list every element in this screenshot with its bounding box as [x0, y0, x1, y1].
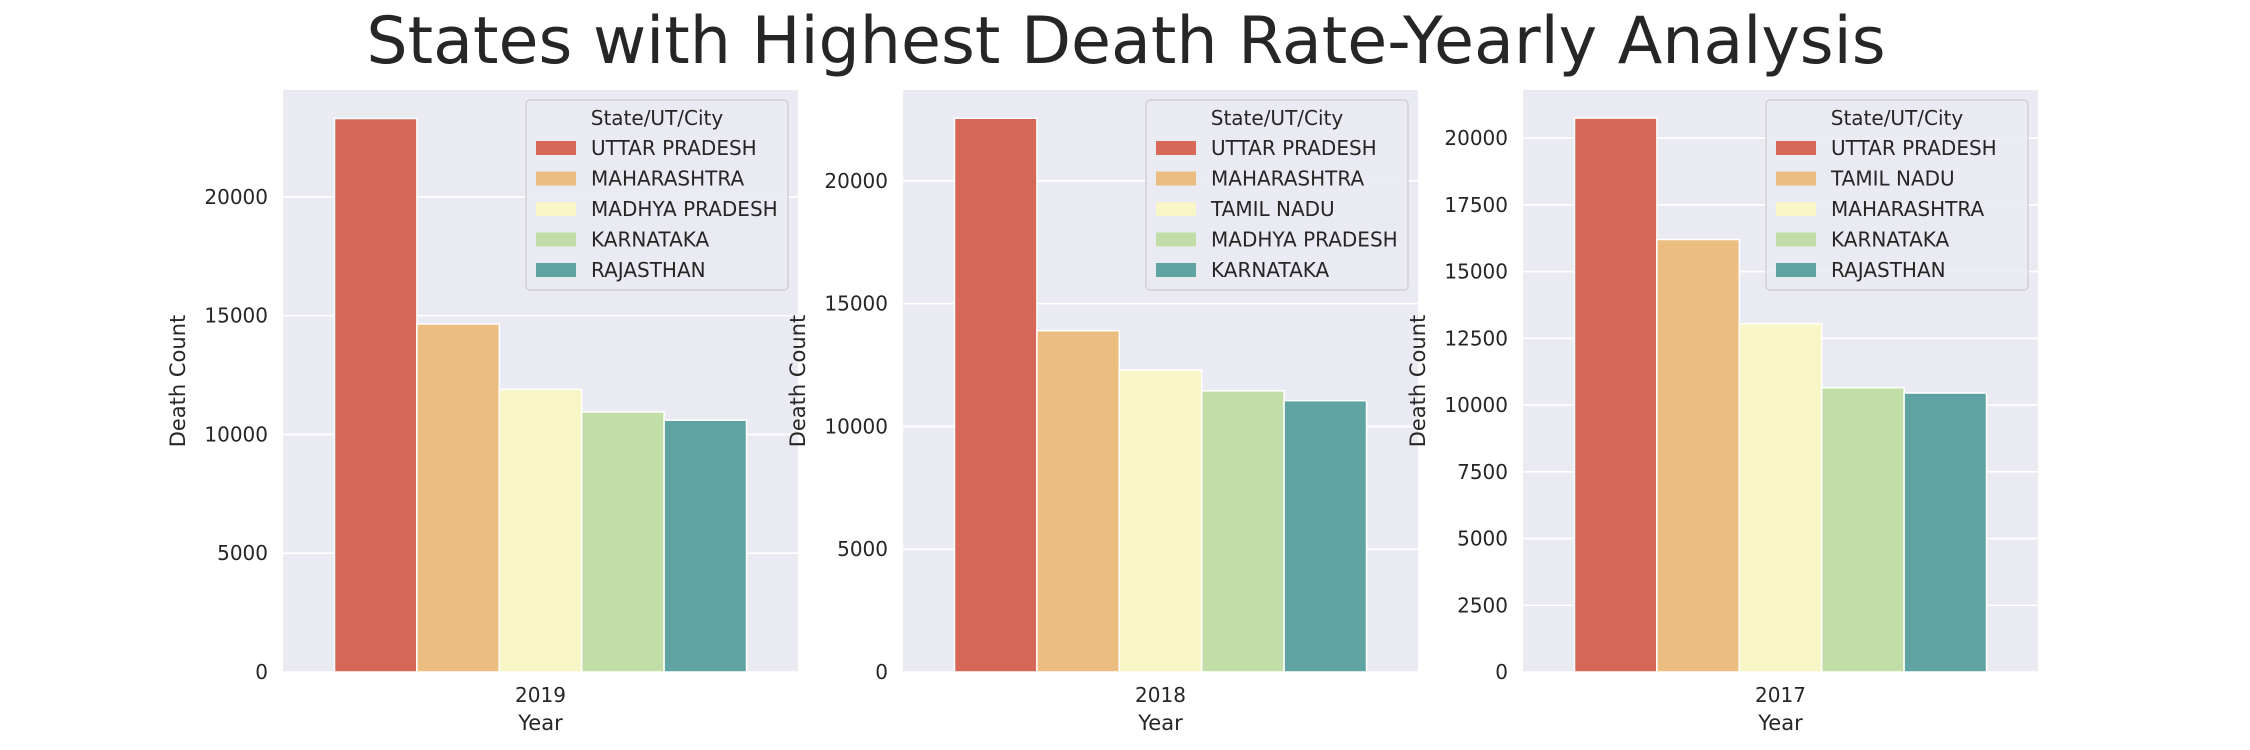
legend-entry: MAHARASHTRA — [1831, 197, 1984, 221]
x-tick-label: 2017 — [1755, 683, 1806, 707]
legend-swatch — [1156, 232, 1196, 247]
y-tick-label: 10000 — [824, 414, 888, 438]
legend-entry: KARNATAKA — [1211, 258, 1330, 282]
y-tick-label: 5000 — [217, 541, 268, 565]
y-tick-label: 15000 — [1444, 260, 1508, 284]
y-tick-label: 2500 — [1457, 593, 1508, 617]
x-tick-label: 2019 — [515, 683, 566, 707]
panel-2019: 0 5000 10000 15000 20000 2019 Year Death Count S… — [166, 90, 798, 735]
x-axis-label: Year — [517, 711, 563, 735]
y-tick-label: 20000 — [824, 169, 888, 193]
legend-swatch — [1776, 202, 1816, 216]
y-tick-label: 7500 — [1457, 460, 1508, 484]
chart-panels: 0 5000 10000 15000 20000 2019 Year Death Count S… — [166, 90, 2038, 735]
bar-karnataka — [1820, 386, 1905, 673]
legend-title: State/UT/City — [1211, 106, 1344, 130]
y-tick-label: 0 — [255, 660, 268, 684]
legend-entry: KARNATAKA — [1831, 228, 1950, 252]
bar-tamil-nadu — [1656, 238, 1741, 673]
x-axis-label: Year — [1757, 711, 1803, 735]
legend-title: State/UT/City — [1831, 106, 1964, 130]
legend-entry: TAMIL NADU — [1210, 197, 1335, 221]
legend-entry: KARNATAKA — [591, 228, 710, 252]
legend-swatch — [1156, 141, 1196, 155]
legend-swatch — [536, 202, 576, 216]
y-axis-label: Death Count — [166, 315, 190, 448]
y-axis-label: Death Count — [786, 315, 810, 448]
legend-swatch — [1156, 171, 1196, 186]
x-axis-label: Year — [1137, 711, 1183, 735]
bar-uttar-pradesh — [953, 117, 1038, 673]
legend-swatch — [1776, 141, 1816, 155]
y-tick-label: 10000 — [204, 422, 268, 446]
y-tick-label: 15000 — [204, 304, 268, 328]
y-tick-label: 17500 — [1444, 193, 1508, 217]
y-tick-label: 5000 — [1457, 527, 1508, 551]
bar-rajasthan — [1903, 392, 1988, 673]
legend-swatch — [536, 171, 576, 186]
bar-maharashtra — [1738, 322, 1823, 673]
legend-entry: MAHARASHTRA — [591, 167, 744, 191]
bar-karnataka — [580, 411, 665, 673]
figure-title: States with Highest Death Rate-Yearly An… — [366, 4, 1885, 79]
legend-frame — [525, 99, 789, 291]
y-axis-label: Death Count — [1406, 315, 1430, 448]
bar-madhya-pradesh — [1200, 390, 1285, 673]
legend-swatch — [536, 263, 576, 277]
legend-entry: MAHARASHTRA — [1211, 167, 1364, 191]
y-tick-label: 10000 — [1444, 393, 1508, 417]
bar-uttar-pradesh — [333, 117, 418, 673]
legend-entry: MADHYA PRADESH — [1211, 228, 1398, 252]
legend: State/UT/City UTTAR PRADESH MAHARASHTRA MAD… — [525, 99, 789, 291]
bar-maharashtra — [1036, 329, 1121, 673]
bar-rajasthan — [663, 419, 748, 673]
legend-swatch — [1776, 232, 1816, 247]
legend-swatch — [1776, 263, 1816, 277]
y-tick-label: 20000 — [1444, 126, 1508, 150]
legend-entry: MADHYA PRADESH — [591, 197, 778, 221]
legend-frame — [1765, 99, 2029, 291]
bar-tamil-nadu — [1118, 369, 1203, 673]
legend-swatch — [1156, 263, 1196, 277]
bar-madhya-pradesh — [498, 388, 583, 673]
legend-swatch — [1156, 202, 1196, 216]
bar-maharashtra — [416, 323, 501, 673]
panel-2018: 0 5000 10000 15000 20000 2018 Year Death Count S… — [786, 90, 1418, 735]
legend-title: State/UT/City — [591, 106, 724, 130]
legend-swatch — [1776, 171, 1816, 186]
panel-2017: 0 2500 5000 7500 10000 12500 15000 17500 20000 20… — [1406, 90, 2038, 735]
y-tick-label: 0 — [1495, 660, 1508, 684]
legend-entry: UTTAR PRADESH — [591, 136, 757, 160]
bar-uttar-pradesh — [1573, 117, 1658, 673]
y-tick-label: 5000 — [837, 537, 888, 561]
bar-karnataka — [1283, 399, 1368, 673]
legend: State/UT/City UTTAR PRADESH TAMIL NADU MAHA… — [1765, 99, 2029, 291]
y-tick-label: 15000 — [824, 292, 888, 316]
y-tick-label: 12500 — [1444, 326, 1508, 350]
legend-entry: RAJASTHAN — [591, 258, 706, 282]
y-tick-label: 20000 — [204, 185, 268, 209]
legend-swatch — [536, 141, 576, 155]
legend-entry: RAJASTHAN — [1831, 258, 1946, 282]
legend-entry: TAMIL NADU — [1830, 167, 1955, 191]
legend-entry: UTTAR PRADESH — [1831, 136, 1997, 160]
x-tick-label: 2018 — [1135, 683, 1186, 707]
legend-entry: UTTAR PRADESH — [1211, 136, 1377, 160]
y-tick-label: 0 — [875, 660, 888, 684]
legend-frame — [1145, 99, 1409, 291]
legend-swatch — [536, 232, 576, 247]
legend: State/UT/City UTTAR PRADESH MAHARASHTRA TAM… — [1145, 99, 1409, 291]
